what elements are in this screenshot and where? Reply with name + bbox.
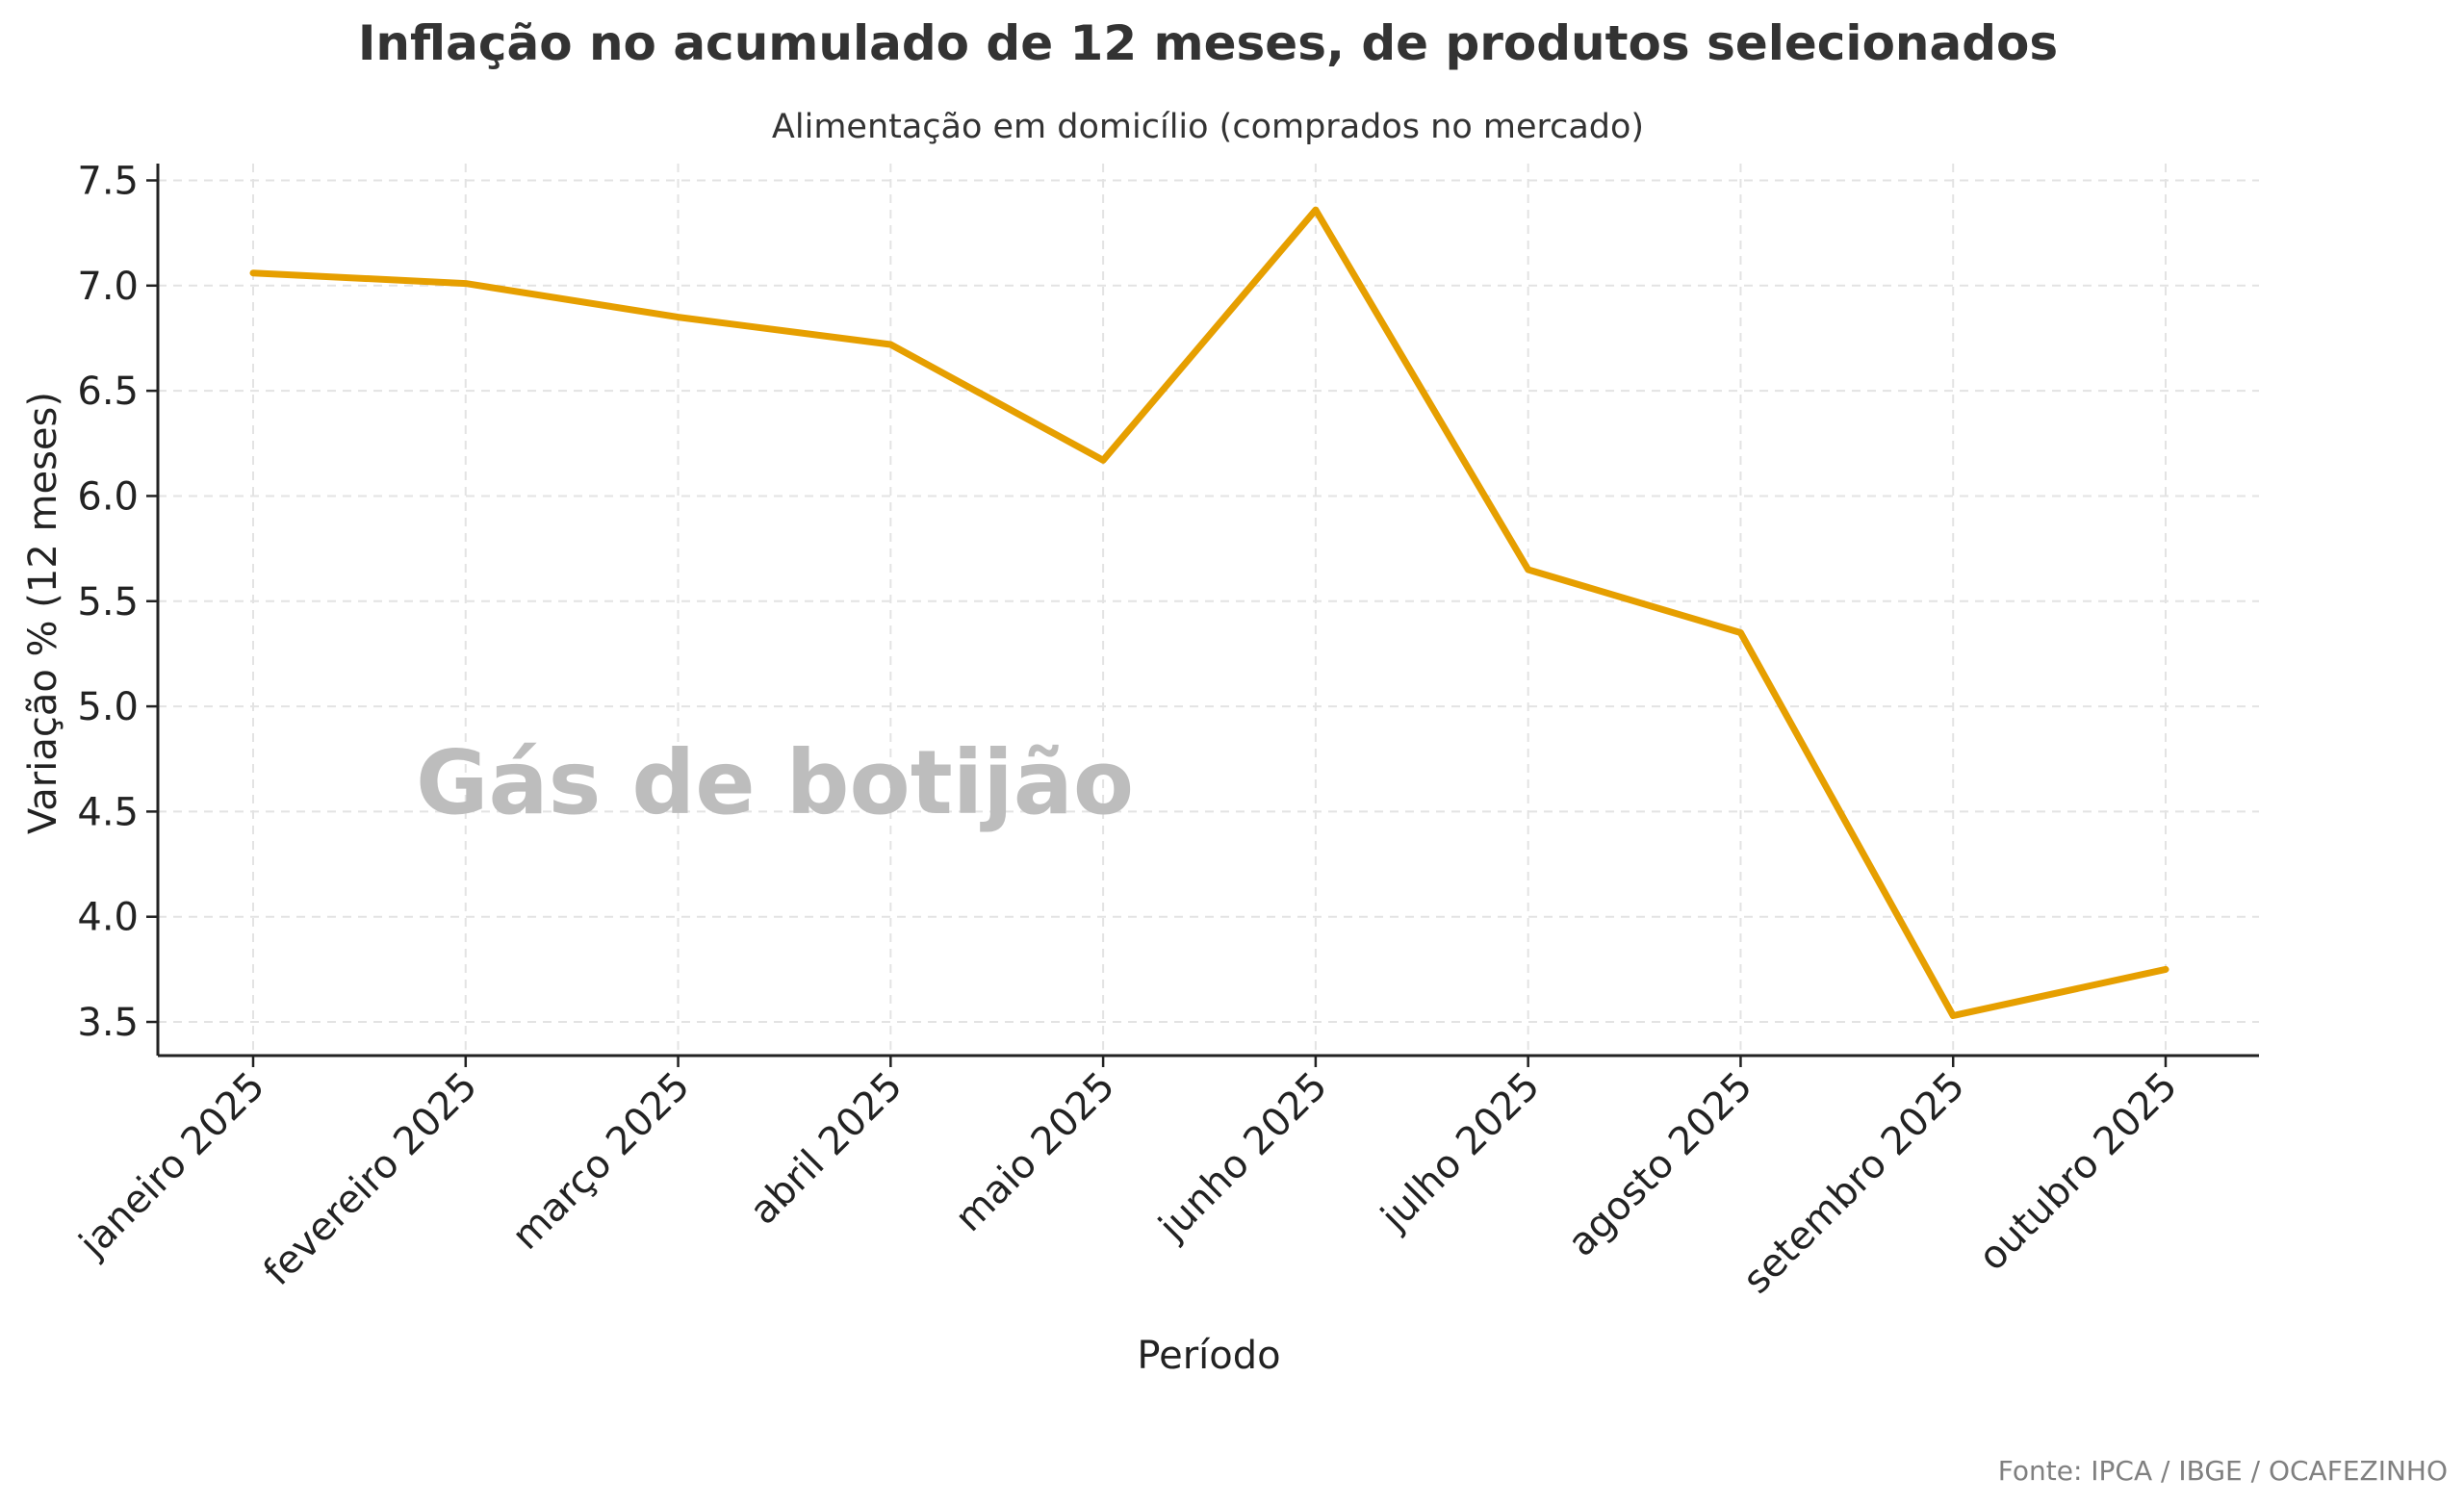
source-note: Fonte: IPCA / IBGE / OCAFEZINHO (1998, 1455, 2448, 1487)
y-tick-label: 4.0 (77, 896, 139, 940)
y-tick-label: 7.0 (77, 265, 139, 309)
chart-annotation: Gás de botijão (416, 731, 1134, 834)
y-tick-label: 3.5 (77, 1001, 139, 1045)
data-point (1526, 567, 1531, 573)
data-point (1313, 207, 1319, 213)
chart-title: Inflação no acumulado de 12 meses, de pr… (358, 15, 2058, 71)
series-layer (249, 206, 2169, 1019)
y-tick-label: 7.5 (77, 159, 139, 203)
grid-lines (158, 164, 2259, 1056)
y-tick-label: 5.5 (77, 580, 139, 625)
data-point (887, 342, 893, 347)
data-point (1100, 457, 1106, 463)
y-tick-label: 5.0 (77, 685, 139, 729)
data-point (1950, 1012, 1956, 1018)
y-axis-ticks: 3.5 4.0 4.5 5.0 5.5 6.0 6.5 7.0 7.5 (77, 159, 158, 1045)
data-point (2163, 966, 2169, 972)
y-tick-label: 4.5 (77, 790, 139, 834)
data-point (463, 281, 469, 287)
data-point (1737, 630, 1743, 636)
y-axis-label: Variação % (12 meses) (21, 392, 65, 834)
x-axis-label: Período (1137, 1334, 1280, 1378)
axes (156, 164, 2259, 1058)
data-point (250, 270, 256, 276)
chart-subtitle: Alimentação em domicílio (comprados no m… (772, 108, 1644, 146)
series-line (249, 206, 2169, 1019)
y-tick-label: 6.0 (77, 474, 139, 519)
y-tick-label: 6.5 (77, 370, 139, 414)
data-point (676, 315, 681, 320)
